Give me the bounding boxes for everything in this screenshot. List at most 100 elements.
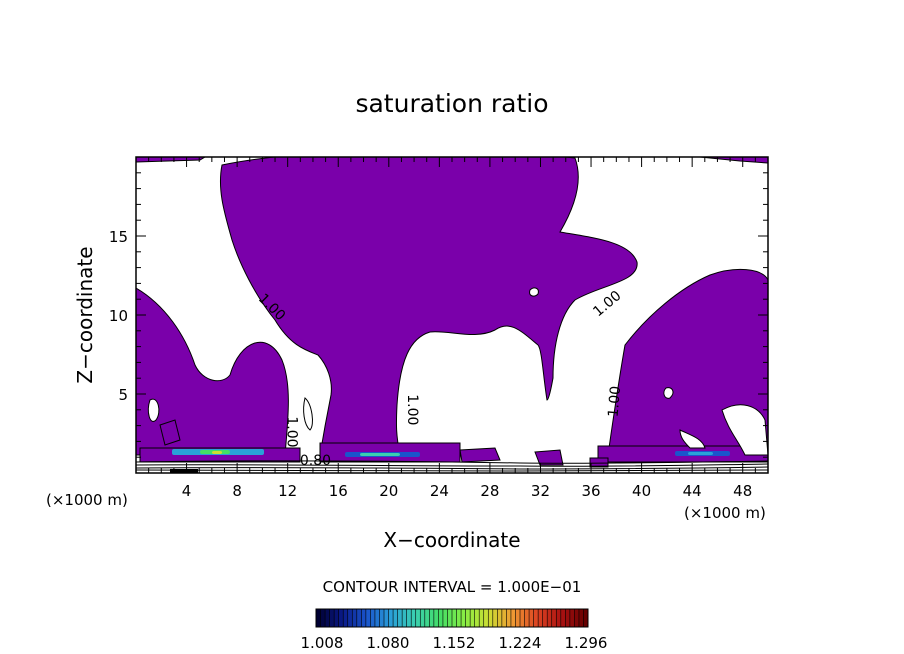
subsaturated-hole bbox=[303, 397, 313, 431]
y-axis-ticks: 5 10 15 bbox=[109, 156, 768, 474]
subsaturated-hole bbox=[663, 387, 674, 399]
colorbar-swatch bbox=[352, 609, 358, 627]
colorbar-swatch bbox=[329, 609, 335, 627]
colorbar-swatch bbox=[411, 609, 417, 627]
colorbar-swatch bbox=[569, 609, 575, 627]
colorbar-swatch bbox=[397, 609, 403, 627]
colorbar-swatch bbox=[356, 609, 362, 627]
colorbar-swatch bbox=[361, 609, 367, 627]
colorbar-swatch bbox=[347, 609, 353, 627]
colorbar-swatch bbox=[520, 609, 526, 627]
x-unit-right: (×1000 m) bbox=[684, 504, 766, 522]
colorbar-swatch bbox=[465, 609, 471, 627]
supersaturated-region bbox=[699, 157, 768, 164]
colorbar-swatch bbox=[442, 609, 448, 627]
colorbar-swatch bbox=[547, 609, 553, 627]
colorbar-swatch bbox=[560, 609, 566, 627]
colorbar-swatch bbox=[574, 609, 580, 627]
subsaturated-hole bbox=[147, 398, 160, 422]
colorbar-swatch bbox=[492, 609, 498, 627]
supersaturated-region bbox=[219, 157, 638, 456]
x-tick-label: 4 bbox=[182, 482, 192, 500]
supersaturation-band bbox=[360, 453, 400, 456]
colorbar-swatch bbox=[565, 609, 571, 627]
x-tick-label: 40 bbox=[632, 482, 651, 500]
colorbar bbox=[315, 608, 589, 628]
colorbar-swatch bbox=[334, 609, 340, 627]
contour-line bbox=[136, 466, 768, 470]
colorbar-swatch bbox=[438, 609, 444, 627]
x-axis-label: X−coordinate bbox=[383, 528, 520, 552]
colorbar-swatch bbox=[402, 609, 408, 627]
colorbar-swatch bbox=[406, 609, 412, 627]
colorbar-swatch bbox=[452, 609, 458, 627]
colorbar-swatch bbox=[497, 609, 503, 627]
colorbar-label: 1.152 bbox=[433, 634, 476, 652]
plot-area: 1.001.001.000.801.001.00 bbox=[136, 157, 768, 473]
colorbar-swatch bbox=[433, 609, 439, 627]
colorbar-swatch bbox=[542, 609, 548, 627]
x-tick-label: 12 bbox=[278, 482, 297, 500]
contour-line bbox=[136, 460, 768, 464]
colorbar-swatch bbox=[429, 609, 435, 627]
colorbar-frame bbox=[315, 608, 589, 628]
x-tick-label: 16 bbox=[329, 482, 348, 500]
contour-label: 1.00 bbox=[284, 416, 300, 447]
colorbar-swatch bbox=[510, 609, 516, 627]
supersaturated-region bbox=[589, 457, 609, 468]
colorbar-swatch bbox=[583, 609, 589, 627]
supersaturated-region bbox=[136, 287, 289, 456]
colorbar-swatch bbox=[524, 609, 530, 627]
supersaturation-band bbox=[688, 452, 713, 455]
colorbar-swatch bbox=[483, 609, 489, 627]
x-tick-label: 36 bbox=[581, 482, 600, 500]
x-tick-label: 28 bbox=[480, 482, 499, 500]
colorbar-swatch bbox=[320, 609, 326, 627]
colorbar-swatch bbox=[420, 609, 426, 627]
colorbar-swatch bbox=[384, 609, 390, 627]
colorbar-swatch bbox=[538, 609, 544, 627]
colorbar-swatch bbox=[470, 609, 476, 627]
x-axis-ticks: 4 8 12 16 20 24 28 32 36 40 44 48 bbox=[135, 157, 769, 500]
subsaturated-hole bbox=[721, 404, 768, 456]
supersaturated-region bbox=[459, 447, 501, 463]
contour-label: 1.00 bbox=[404, 394, 420, 425]
colorbar-swatch bbox=[556, 609, 562, 627]
x-tick-label: 24 bbox=[430, 482, 449, 500]
chart-title: saturation ratio bbox=[355, 89, 548, 118]
x-tick-label: 8 bbox=[232, 482, 242, 500]
colorbar-swatch bbox=[415, 609, 421, 627]
colorbar-swatch bbox=[551, 609, 557, 627]
colorbar-swatch bbox=[338, 609, 344, 627]
colorbar-swatch bbox=[379, 609, 385, 627]
colorbar-swatch bbox=[447, 609, 453, 627]
supersaturated-region bbox=[136, 157, 206, 163]
colorbar-swatch bbox=[515, 609, 521, 627]
contour-label: 1.00 bbox=[606, 385, 625, 417]
contour-line bbox=[136, 469, 768, 472]
colorbar-swatch bbox=[461, 609, 467, 627]
colorbar-swatch bbox=[479, 609, 485, 627]
x-tick-label: 44 bbox=[683, 482, 702, 500]
colorbar-swatch bbox=[343, 609, 349, 627]
colorbar-label: 1.224 bbox=[499, 634, 542, 652]
colorbar-label: 1.080 bbox=[367, 634, 410, 652]
colorbar-swatch bbox=[488, 609, 494, 627]
colorbar-swatch bbox=[474, 609, 480, 627]
contour-interval-label: CONTOUR INTERVAL = 1.000E−01 bbox=[323, 578, 582, 596]
supersaturation-band bbox=[212, 451, 222, 454]
subsaturated-hole bbox=[679, 429, 706, 449]
y-tick-label: 10 bbox=[109, 307, 128, 325]
supersaturated-region bbox=[159, 419, 181, 446]
contour-line bbox=[136, 463, 768, 467]
subsaturated-hole bbox=[529, 287, 539, 297]
colorbar-swatch bbox=[506, 609, 512, 627]
y-tick-label: 5 bbox=[118, 386, 128, 404]
colorbar-swatch bbox=[365, 609, 371, 627]
colorbar-swatch bbox=[393, 609, 399, 627]
x-tick-label: 32 bbox=[531, 482, 550, 500]
colorbar-swatch bbox=[578, 609, 584, 627]
colorbar-swatch bbox=[456, 609, 462, 627]
colorbar-swatch bbox=[388, 609, 394, 627]
